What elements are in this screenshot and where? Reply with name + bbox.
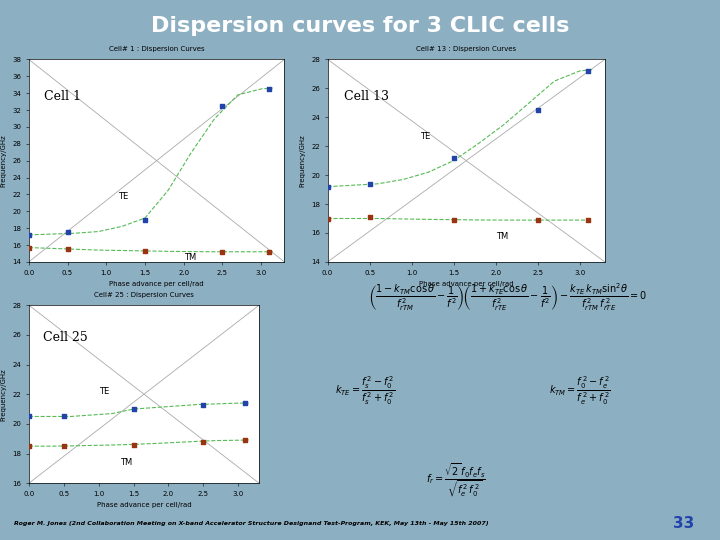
Point: [322, 214, 333, 223]
Text: $\left(\dfrac{1-k_{TM}\cos\theta}{f_{rTM}^{\,2}} - \dfrac{1}{f^2}\right)\!\left(: $\left(\dfrac{1-k_{TM}\cos\theta}{f_{rTM…: [368, 282, 647, 313]
Text: Cell 1: Cell 1: [44, 90, 81, 103]
Point: [127, 405, 139, 414]
Title: Cell# 25 : Dispersion Curves: Cell# 25 : Dispersion Curves: [94, 292, 194, 298]
Point: [217, 102, 228, 110]
Point: [139, 247, 150, 255]
Point: [582, 66, 594, 75]
Title: Cell# 1 : Dispersion Curves: Cell# 1 : Dispersion Curves: [109, 46, 204, 52]
Text: TE: TE: [420, 132, 431, 141]
Text: Cell 25: Cell 25: [42, 330, 87, 344]
Point: [23, 442, 35, 450]
Point: [532, 106, 544, 114]
Text: TM: TM: [184, 253, 196, 262]
Text: TE: TE: [99, 387, 109, 396]
Point: [240, 399, 251, 407]
Point: [197, 400, 209, 409]
Text: Cell 13: Cell 13: [344, 90, 390, 103]
Point: [62, 228, 73, 237]
Point: [364, 213, 375, 221]
Point: [62, 245, 73, 254]
Y-axis label: Frequency/GHz: Frequency/GHz: [1, 134, 6, 187]
Point: [263, 85, 274, 93]
Point: [23, 243, 35, 252]
Point: [263, 247, 274, 256]
Y-axis label: Frequency/GHz: Frequency/GHz: [1, 368, 6, 421]
Text: $k_{TM} = \dfrac{f_0^{\,2} - f_e^{\,2}}{f_e^{\,2} + f_0^{\,2}}$: $k_{TM} = \dfrac{f_0^{\,2} - f_e^{\,2}}{…: [549, 375, 611, 407]
Point: [217, 247, 228, 256]
Text: 33: 33: [673, 516, 695, 531]
X-axis label: Phase advance per cell/rad: Phase advance per cell/rad: [419, 281, 513, 287]
Point: [58, 442, 69, 450]
Point: [448, 215, 459, 224]
Point: [197, 437, 209, 446]
X-axis label: Phase advance per cell/rad: Phase advance per cell/rad: [109, 281, 204, 287]
Y-axis label: Frequency/GHz: Frequency/GHz: [300, 134, 305, 187]
X-axis label: Phase advance per cell/rad: Phase advance per cell/rad: [96, 503, 192, 509]
Point: [127, 441, 139, 449]
Text: $k_{TE} = \dfrac{f_s^{\,2} - f_0^{\,2}}{f_s^{\,2} + f_0^{\,2}}$: $k_{TE} = \dfrac{f_s^{\,2} - f_0^{\,2}}{…: [336, 375, 395, 407]
Text: TM: TM: [495, 232, 508, 241]
Point: [58, 412, 69, 421]
Text: $f_r = \dfrac{\sqrt{2}\,f_0 f_e f_s}{\sqrt{f_e^{\,2}\,f_0^{\,2}}}$: $f_r = \dfrac{\sqrt{2}\,f_0 f_e f_s}{\sq…: [426, 461, 485, 499]
Text: Dispersion curves for 3 CLIC cells: Dispersion curves for 3 CLIC cells: [150, 16, 570, 36]
Point: [448, 153, 459, 162]
Text: Roger M. Jones (2nd Collaboration Meeting on X-band Accelerator Structure Design: Roger M. Jones (2nd Collaboration Meetin…: [14, 521, 488, 526]
Point: [23, 231, 35, 239]
Point: [139, 215, 150, 224]
Title: Cell# 13 : Dispersion Curves: Cell# 13 : Dispersion Curves: [416, 46, 516, 52]
Point: [532, 215, 544, 224]
Point: [322, 183, 333, 191]
Text: TE: TE: [118, 192, 128, 201]
Text: TM: TM: [120, 458, 132, 468]
Point: [23, 412, 35, 421]
Point: [240, 436, 251, 444]
Point: [582, 215, 594, 224]
Point: [364, 179, 375, 188]
